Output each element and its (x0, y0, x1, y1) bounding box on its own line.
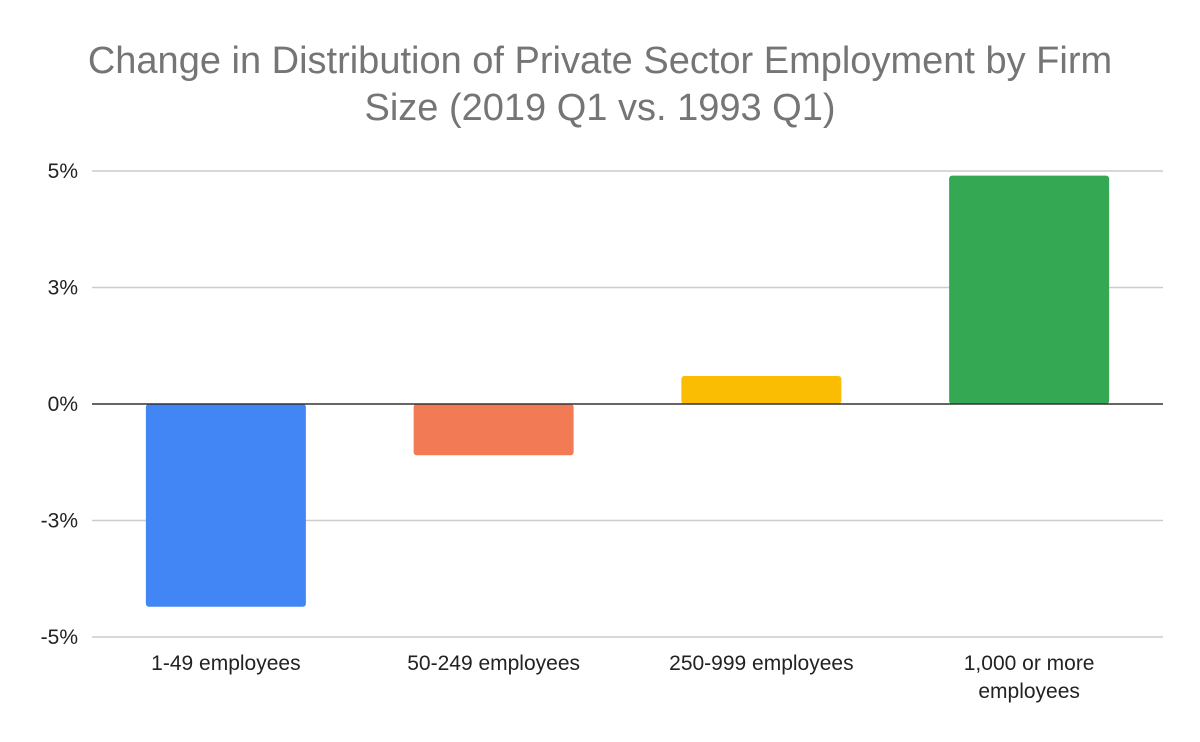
bar (413, 404, 574, 456)
y-tick-label: 3% (48, 277, 78, 300)
y-tick-label: -5% (41, 626, 78, 649)
x-tick-label: 50-249 employees (407, 652, 580, 675)
y-tick-label: 0% (48, 393, 78, 416)
chart-title-line-1: Change in Distribution of Private Sector… (87, 40, 1113, 82)
x-tick-label-line: 1,000 or more (964, 652, 1095, 675)
y-tick-label: 5% (48, 160, 78, 183)
bar-layer (145, 175, 1110, 607)
chart-title: Change in Distribution of Private Sector… (0, 38, 1200, 132)
chart-title-line-2: Size (2019 Q1 vs. 1993 Q1) (364, 87, 836, 129)
x-tick-label-line: 1-49 employees (151, 652, 300, 675)
y-axis-tick-labels: -5% -3% 0% 3% 5% (41, 160, 78, 649)
x-tick-label-line: 250-999 employees (669, 652, 853, 675)
x-tick-label: 1-49 employees (151, 652, 300, 675)
bar (949, 175, 1110, 404)
x-tick-label-line: 50-249 employees (407, 652, 580, 675)
x-axis-tick-labels: 1-49 employees 50-249 employees 250-999 em… (151, 652, 1094, 703)
bar (145, 404, 306, 607)
y-tick-label: -3% (41, 510, 78, 533)
x-tick-label: 250-999 employees (669, 652, 853, 675)
bar (681, 376, 842, 404)
x-tick-label: 1,000 or more employees (964, 652, 1095, 703)
x-tick-label-line: employees (978, 680, 1080, 703)
